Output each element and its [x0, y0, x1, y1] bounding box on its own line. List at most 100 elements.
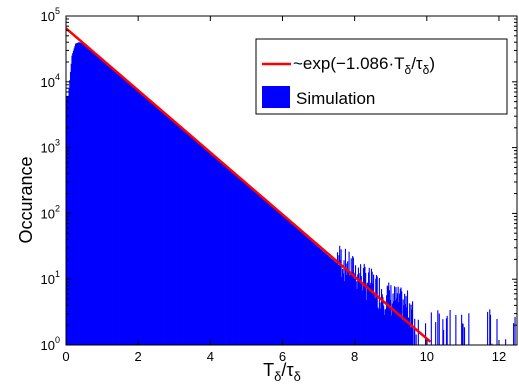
histogram-bar [250, 188, 252, 345]
histogram-bar [344, 248, 347, 345]
histogram-bar [162, 112, 164, 345]
histogram-bar [292, 225, 295, 345]
histogram-bar [118, 74, 120, 345]
histogram-bar [357, 267, 360, 345]
histogram-bar [97, 56, 99, 345]
histogram-bar [227, 168, 229, 345]
histogram-bar [165, 114, 167, 345]
histogram-bar [413, 328, 415, 345]
histogram-bar [333, 260, 335, 345]
histogram-bar [354, 272, 356, 345]
histogram-bar [90, 50, 93, 346]
x-tick-label: 4 [207, 349, 214, 364]
histogram-bar [374, 298, 376, 345]
histogram-bar [202, 147, 204, 345]
histogram-bar [396, 293, 398, 345]
y-tick-label: 103 [41, 138, 60, 156]
histogram-bar [246, 184, 248, 345]
histogram-bar [77, 42, 79, 346]
histogram-bar [382, 297, 384, 345]
histogram-bar [371, 271, 373, 345]
simulation-histogram [66, 42, 516, 346]
histogram-bar [167, 116, 169, 345]
histogram-bar [391, 303, 393, 345]
histogram-bar [188, 134, 190, 345]
x-tick-label: 6 [279, 349, 286, 364]
histogram-bar [412, 301, 414, 345]
histogram-bar [137, 90, 139, 345]
histogram-bar [107, 65, 109, 345]
histogram-bar [449, 309, 451, 345]
histogram-bar [102, 60, 104, 345]
histogram-bar [99, 58, 101, 345]
histogram-bar [316, 245, 318, 345]
histogram-bar [461, 323, 463, 345]
histogram-bar [98, 57, 100, 346]
histogram-bar [294, 226, 296, 345]
histogram-bar [109, 67, 111, 346]
exp-fit-line [65, 27, 432, 343]
histogram-bar [230, 171, 232, 345]
histogram-bar [249, 187, 251, 345]
histogram-bar [215, 158, 217, 345]
histogram-bar [309, 239, 311, 345]
histogram-bar [351, 272, 353, 345]
axes-box [65, 15, 518, 346]
histogram-bar [308, 238, 310, 345]
histogram-bar [228, 169, 230, 345]
histogram-bar [207, 151, 209, 345]
histogram-bar [388, 282, 390, 345]
histogram-bar [281, 215, 283, 345]
histogram-bar [259, 196, 261, 345]
histogram-bar [92, 51, 94, 346]
histogram-bar [170, 119, 172, 345]
histogram-bar [372, 283, 374, 345]
histogram-bar [101, 59, 103, 345]
histogram-bar [352, 256, 354, 345]
histogram-bar [143, 96, 145, 346]
histogram-bar [385, 308, 387, 345]
histogram-bar [139, 93, 142, 345]
histogram-bar [277, 212, 279, 345]
histogram-bar [367, 272, 370, 345]
histogram-bar [225, 166, 227, 345]
y-tick-label: 100 [41, 335, 60, 353]
histogram-bar [151, 103, 153, 345]
histogram-bar [349, 275, 351, 345]
histogram-bar [312, 242, 314, 345]
histogram-bar [184, 131, 186, 345]
histogram-bar [514, 316, 516, 345]
histogram-bar [270, 206, 272, 345]
histogram-bar [310, 241, 313, 345]
histogram-bar [220, 162, 222, 345]
histogram-bar [214, 157, 216, 345]
histogram-bar [93, 53, 95, 346]
histogram-bar [238, 178, 240, 345]
histogram-bar [251, 189, 253, 345]
histogram-bar [168, 117, 170, 346]
legend-simulation-label: Simulation [296, 89, 375, 108]
histogram-bar [101, 60, 103, 346]
histogram-bar [334, 261, 336, 345]
histogram-bar [165, 115, 168, 345]
histogram-bar [146, 98, 148, 345]
histogram-bar [91, 51, 93, 346]
histogram-bar [160, 111, 163, 345]
histogram-bar [272, 207, 274, 345]
histogram-bar [72, 53, 74, 345]
histogram-bar [403, 305, 405, 345]
histogram-bar [361, 284, 363, 345]
histogram-bar [290, 223, 292, 345]
histogram-bar [226, 167, 228, 345]
histogram-bar [283, 217, 285, 345]
histogram-bar [455, 314, 457, 345]
histogram-bar [79, 42, 81, 345]
histogram-bar [173, 122, 175, 346]
histogram-bar [279, 214, 282, 345]
histogram-bar [291, 224, 293, 345]
histogram-bar [181, 128, 183, 345]
histogram-bar [308, 239, 310, 345]
histogram-bar [189, 135, 191, 345]
histogram-bar [369, 285, 371, 345]
